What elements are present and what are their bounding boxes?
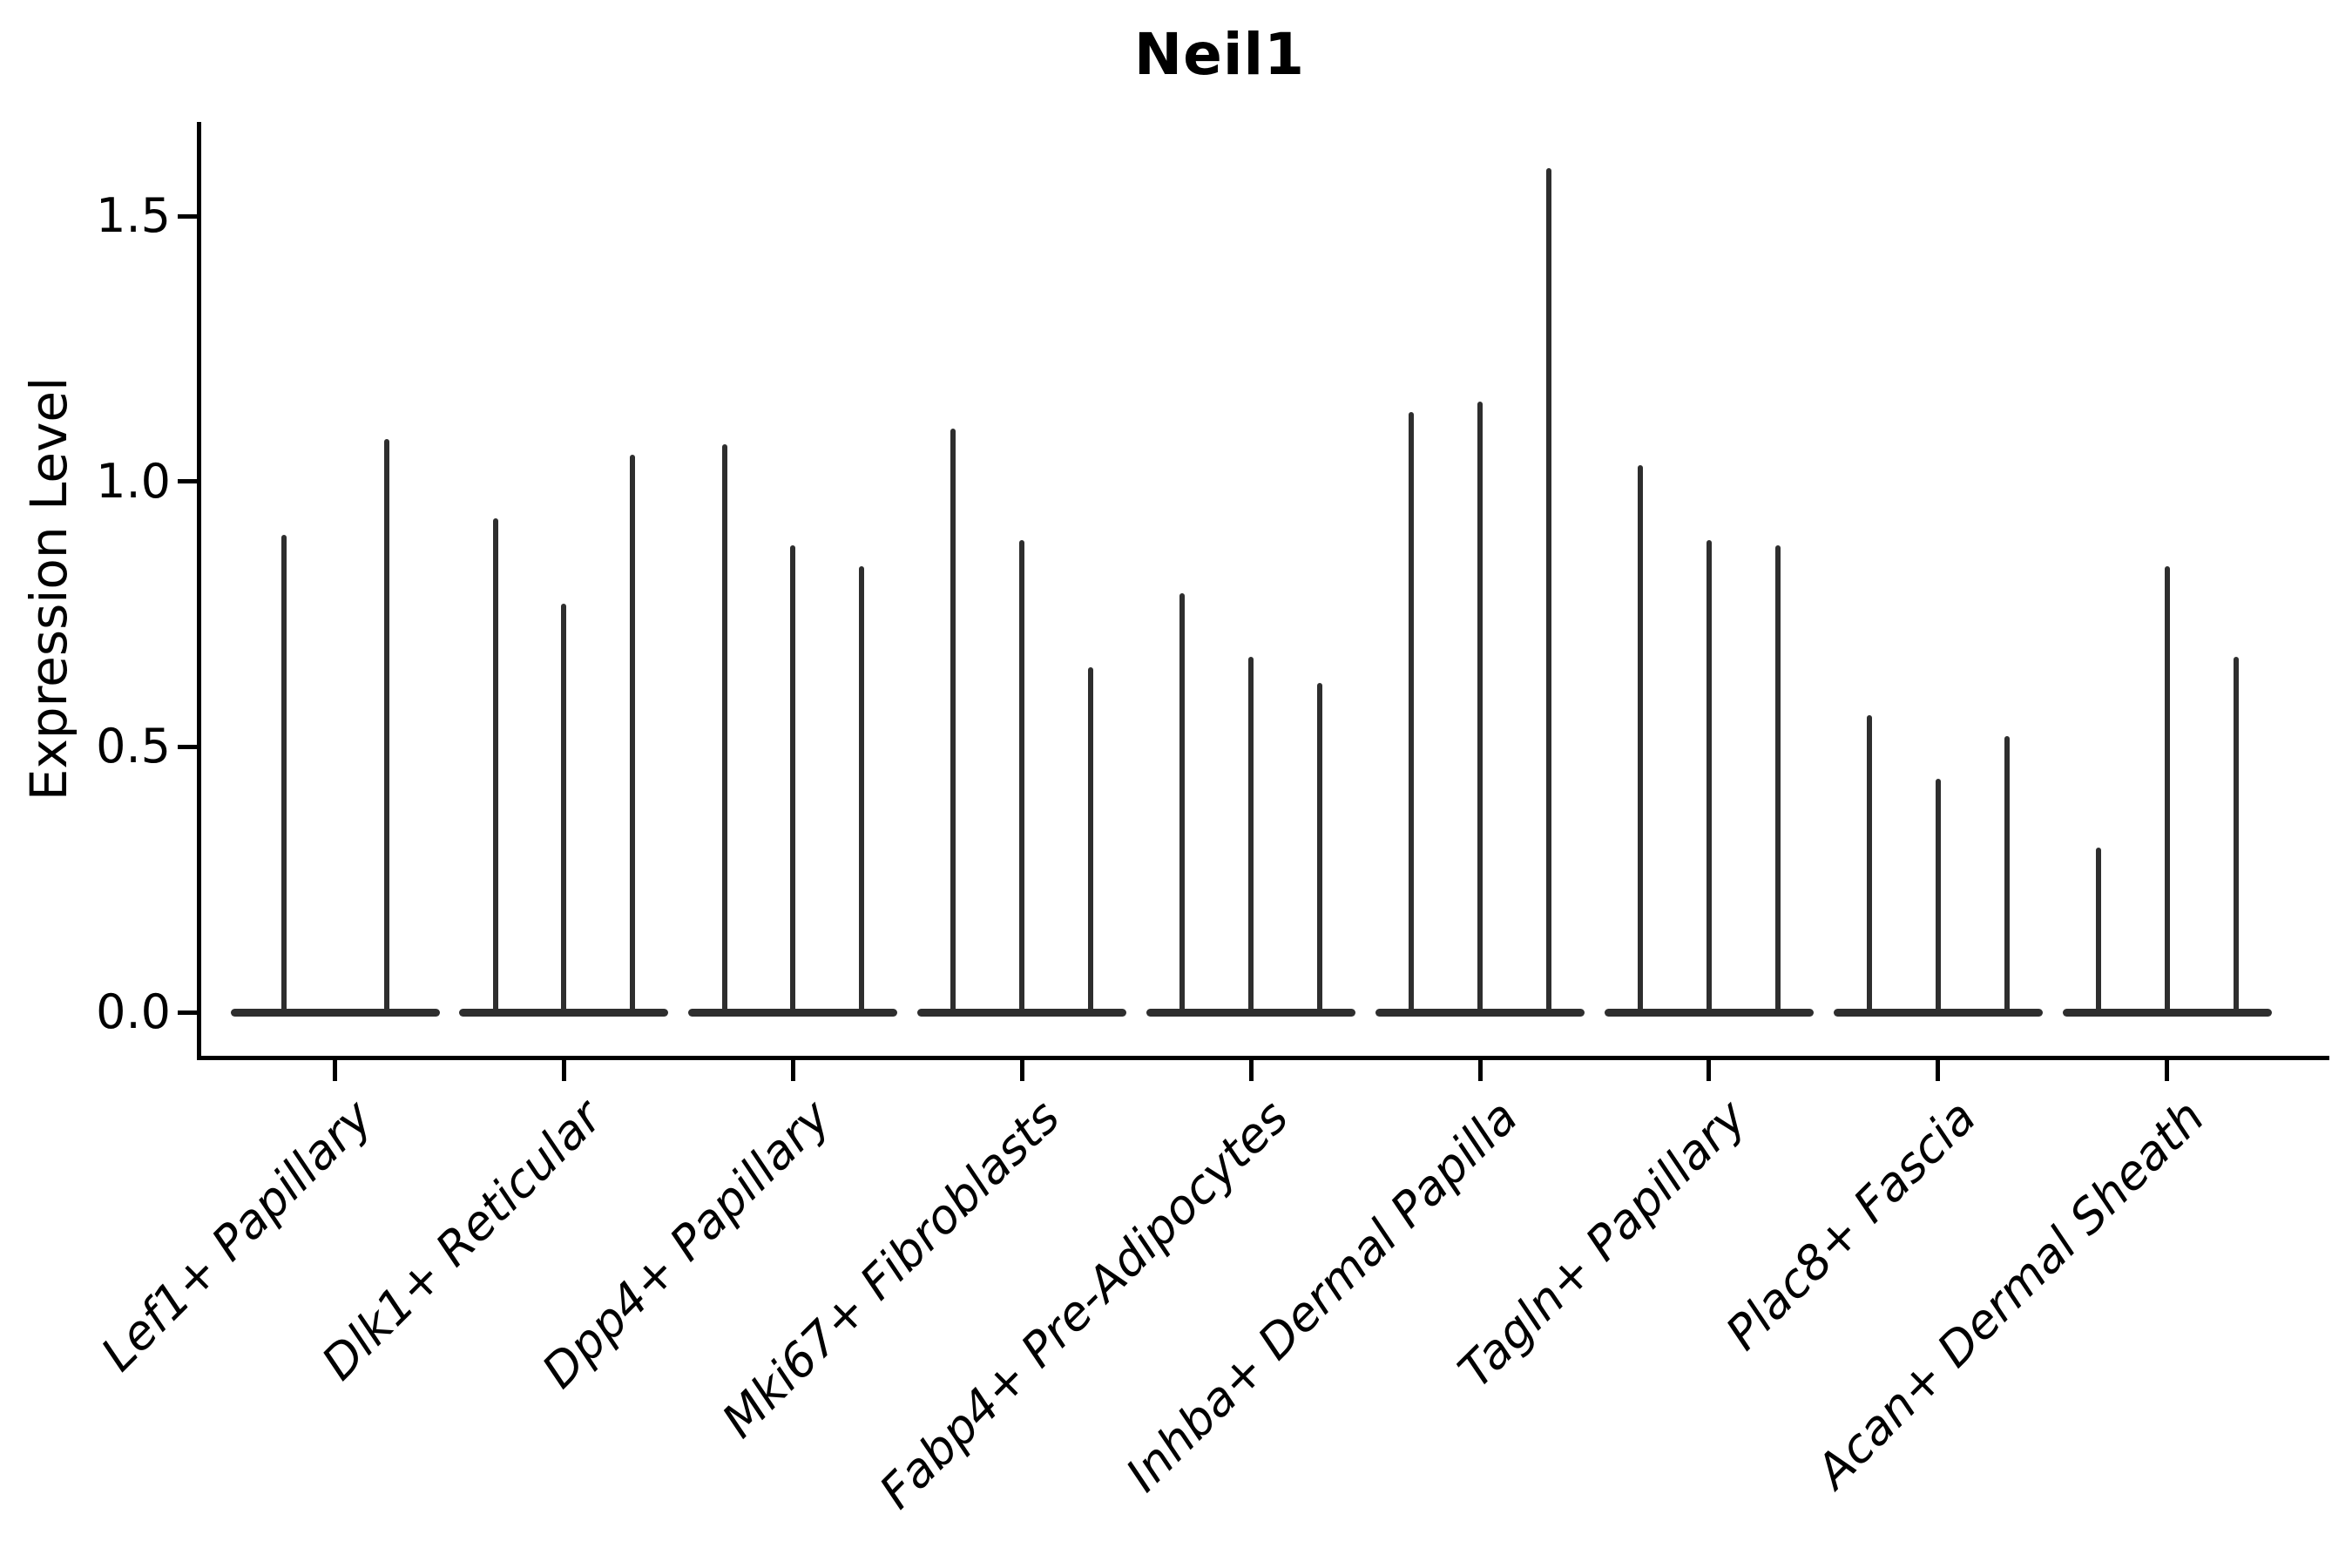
violin-base bbox=[230, 1008, 440, 1017]
violin-spike bbox=[1935, 778, 1941, 1015]
x-tick bbox=[333, 1060, 337, 1081]
violin-spike bbox=[859, 566, 865, 1015]
violin-spike bbox=[721, 444, 727, 1015]
violin-spike bbox=[383, 438, 389, 1015]
violin-spike bbox=[1774, 544, 1781, 1015]
violin-spike bbox=[2095, 848, 2101, 1015]
violin-spike bbox=[1638, 465, 1644, 1015]
violin-spike bbox=[1248, 656, 1254, 1015]
violin-spike bbox=[1019, 539, 1025, 1015]
violin-spike bbox=[492, 518, 498, 1015]
violin-spike bbox=[280, 534, 287, 1015]
violin-spike bbox=[2004, 736, 2010, 1015]
y-tick-label: 0.5 bbox=[96, 719, 171, 774]
x-tick bbox=[1248, 1060, 1254, 1081]
violin-spike bbox=[1316, 683, 1322, 1015]
x-tick bbox=[1707, 1060, 1712, 1081]
chart-title: Neil1 bbox=[1133, 21, 1306, 88]
x-tick bbox=[2165, 1060, 2170, 1081]
x-tick bbox=[1019, 1060, 1024, 1081]
x-tick bbox=[790, 1060, 795, 1081]
violin-spike bbox=[1545, 168, 1551, 1015]
x-tick bbox=[1477, 1060, 1483, 1081]
violin-spike bbox=[1706, 539, 1712, 1015]
violin-spike bbox=[2164, 566, 2170, 1015]
violin-spike bbox=[1867, 714, 1872, 1015]
violin-spike bbox=[1477, 402, 1483, 1015]
violin-spike bbox=[1088, 666, 1093, 1015]
x-axis-line bbox=[197, 1056, 2329, 1060]
y-tick bbox=[178, 479, 199, 484]
violin-spike bbox=[630, 455, 636, 1015]
x-tick-label: Fabp4+ Pre-Adipocytes bbox=[868, 1089, 1300, 1519]
y-tick-label: 1.0 bbox=[96, 453, 171, 509]
violin-spike bbox=[1179, 592, 1186, 1015]
y-tick bbox=[178, 213, 199, 219]
y-axis-line bbox=[197, 122, 201, 1060]
y-tick bbox=[178, 1010, 199, 1015]
y-tick bbox=[178, 744, 199, 749]
x-tick-label: Inhba+ Dermal Papilla bbox=[1115, 1089, 1529, 1503]
violin-spike bbox=[950, 428, 956, 1015]
y-tick-label: 1.5 bbox=[96, 188, 171, 243]
violin-spike bbox=[1409, 412, 1415, 1015]
x-tick bbox=[561, 1060, 566, 1081]
y-tick-label: 0.0 bbox=[96, 984, 171, 1039]
violin-spike bbox=[2233, 656, 2239, 1015]
x-tick-label: Acan+ Dermal Sheath bbox=[1806, 1089, 2215, 1499]
violin-spike bbox=[561, 603, 567, 1015]
x-tick bbox=[1936, 1060, 1941, 1081]
violin-spike bbox=[790, 544, 796, 1015]
